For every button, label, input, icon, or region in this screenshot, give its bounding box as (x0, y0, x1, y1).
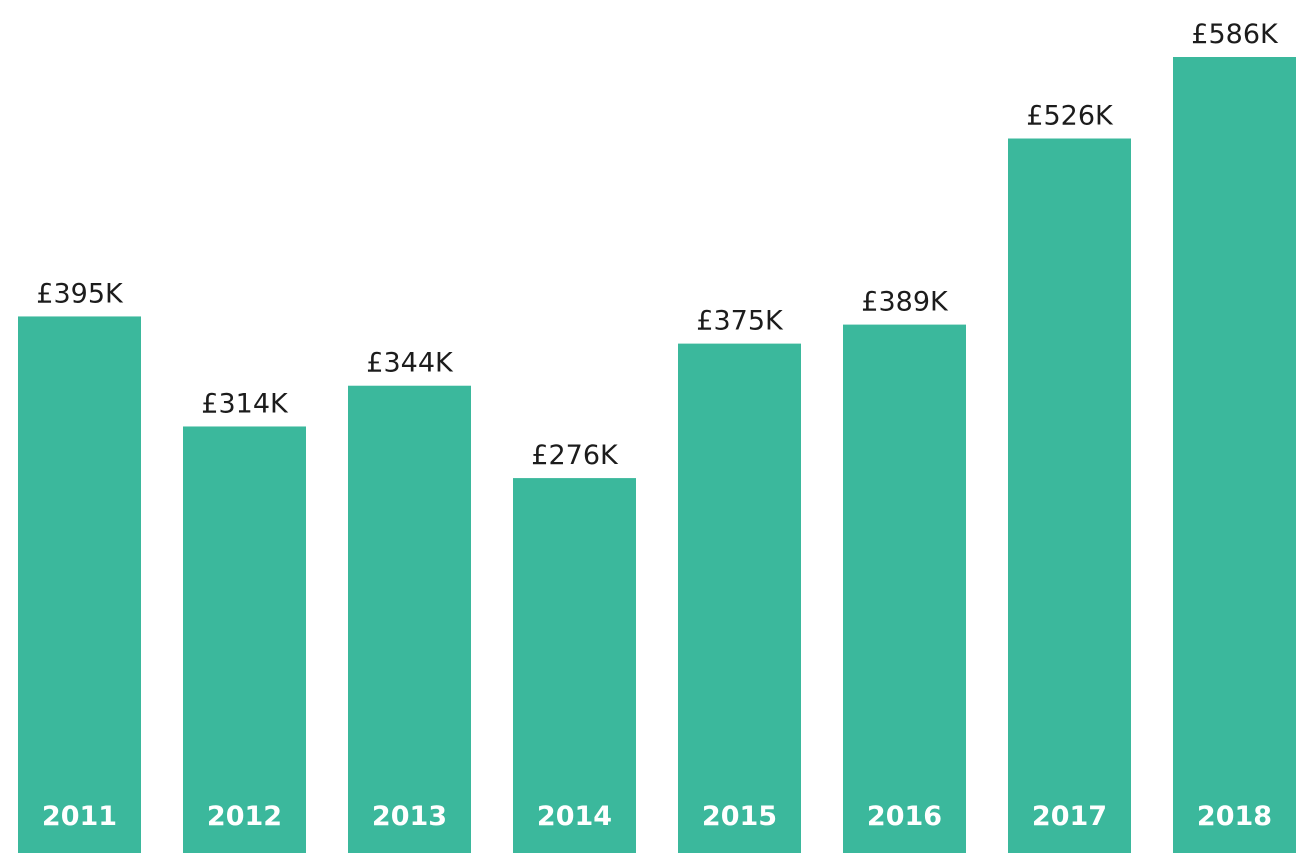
category-label-2018: 2018 (1197, 801, 1272, 832)
bar-2015 (678, 343, 801, 853)
value-label-2016: £389K (861, 287, 949, 318)
value-label-2018: £586K (1191, 19, 1279, 50)
bar-2013 (348, 385, 471, 853)
bar-2017 (1008, 138, 1131, 853)
value-label-2015: £375K (696, 306, 784, 337)
bar-2012 (183, 426, 306, 853)
category-label-2016: 2016 (867, 801, 942, 832)
value-label-2012: £314K (201, 388, 289, 419)
bar-2011 (18, 316, 141, 853)
category-label-2012: 2012 (207, 801, 282, 832)
bar-2018 (1173, 57, 1296, 853)
category-label-2011: 2011 (42, 801, 117, 832)
category-label-2017: 2017 (1032, 801, 1107, 832)
category-label-2014: 2014 (537, 801, 612, 832)
category-label-2015: 2015 (702, 801, 777, 832)
value-label-2014: £276K (531, 440, 619, 471)
bar-2016 (843, 324, 966, 853)
category-label-2013: 2013 (372, 801, 447, 832)
value-label-2013: £344K (366, 348, 454, 379)
value-label-2011: £395K (36, 278, 124, 309)
value-label-2017: £526K (1026, 101, 1114, 132)
bar-2014 (513, 478, 636, 853)
